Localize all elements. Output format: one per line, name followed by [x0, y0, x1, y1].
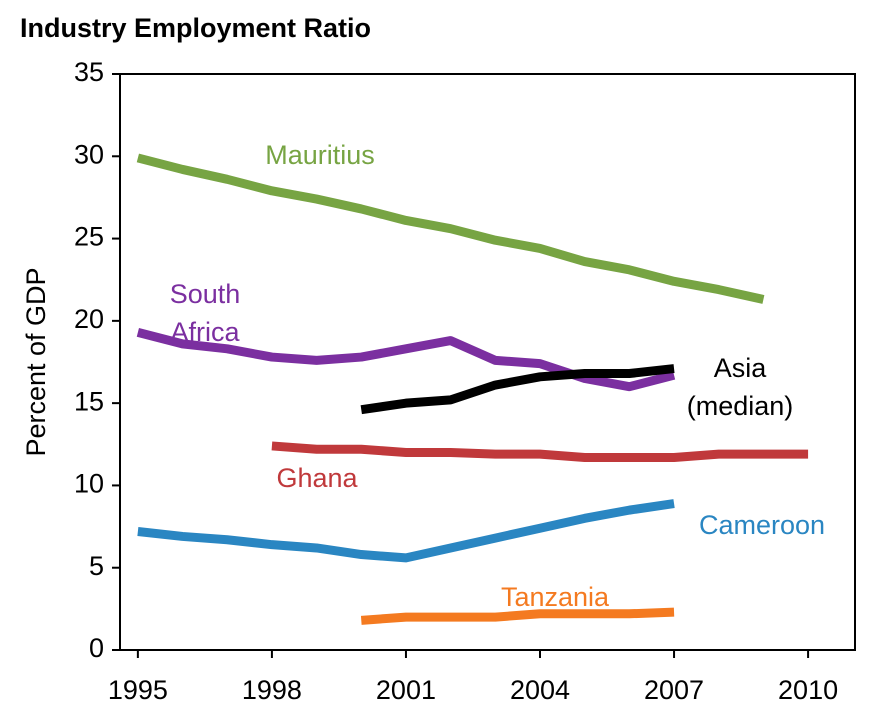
series-label: South Africa: [170, 279, 241, 347]
x-tick-label: 1995: [108, 675, 168, 705]
y-axis-label: Percent of GDP: [21, 267, 51, 456]
series-line: [360, 607, 675, 625]
y-tick-label: 25: [74, 222, 104, 252]
y-tick-label: 35: [74, 57, 104, 87]
series-label: Cameroon: [699, 510, 825, 540]
y-tick-label: 10: [74, 469, 104, 499]
series-line: [137, 499, 675, 563]
y-tick-label: 5: [89, 551, 104, 581]
x-tick-label: 2007: [644, 675, 704, 705]
series-label: Ghana: [276, 463, 358, 493]
x-tick-label: 2010: [778, 675, 838, 705]
series-line: [136, 153, 765, 304]
series-label: Mauritius: [265, 140, 375, 170]
series-line: [360, 364, 675, 415]
y-tick-label: 0: [89, 633, 104, 663]
series-line: [136, 328, 676, 392]
series-label: Tanzania: [501, 582, 610, 612]
x-tick-label: 2001: [376, 675, 436, 705]
chart-title: Industry Employment Ratio: [20, 13, 371, 43]
y-tick-label: 30: [74, 139, 104, 169]
y-tick-label: 15: [74, 386, 104, 416]
series-label: Asia (median): [687, 353, 794, 421]
series-line: [271, 441, 809, 462]
x-tick-label: 2004: [510, 675, 570, 705]
plot-frame: [119, 73, 856, 651]
x-tick-label: 1998: [242, 675, 302, 705]
y-tick-label: 20: [74, 304, 104, 334]
